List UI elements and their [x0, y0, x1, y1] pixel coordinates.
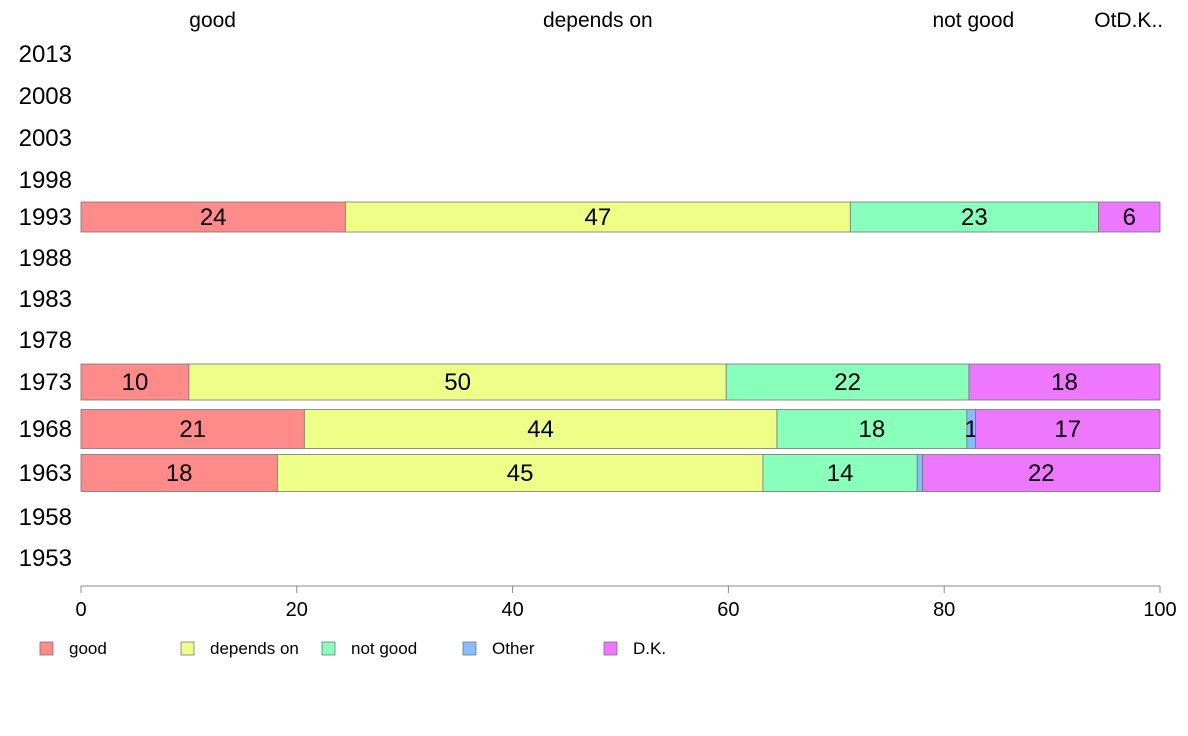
x-tick-label-0: 0 — [75, 599, 86, 621]
legend-label-3: Other — [492, 639, 535, 658]
bars: 24 47 23 6 10 50 22 18 21 44 18 1 17 18 45 14 22 — [80, 201, 1161, 492]
bar-1973-depends-on — [188, 363, 727, 401]
year-axis-labels: 2013 2008 2003 1998 1993 1988 1983 1978 1973 1968… — [19, 41, 72, 572]
x-tick-label-60: 60 — [717, 599, 739, 621]
data-label-1963-1: 45 — [507, 460, 534, 487]
legend-swatch-2 — [321, 641, 336, 656]
data-label-1993-1: 47 — [584, 204, 611, 231]
x-tick-label-80: 80 — [933, 599, 955, 621]
top-label-0: good — [189, 9, 236, 32]
legend-label-0: good — [69, 639, 107, 658]
data-label-1973-0: 10 — [122, 369, 149, 396]
bar-1968-good — [80, 409, 305, 449]
year-label-1958: 1958 — [19, 504, 72, 531]
x-tick-label-100: 100 — [1143, 599, 1176, 621]
bar-1973-d-k- — [968, 363, 1161, 401]
year-label-2008: 2008 — [19, 83, 72, 110]
legend-swatch-1 — [180, 641, 195, 656]
bar-1993-depends-on — [344, 201, 851, 233]
x-tick-label-40: 40 — [501, 599, 523, 621]
legend-swatch-0 — [39, 641, 54, 656]
data-label-1963-4: 22 — [1028, 460, 1055, 487]
data-label-1993-2: 23 — [961, 204, 988, 231]
bar-1963-depends-on — [276, 454, 764, 492]
year-label-1988: 1988 — [19, 245, 72, 272]
legend-label-1: depends on — [210, 639, 299, 658]
year-label-1983: 1983 — [19, 286, 72, 313]
year-label-1978: 1978 — [19, 327, 72, 354]
data-label-1973-1: 50 — [444, 369, 471, 396]
bar-1963-good — [80, 454, 278, 492]
data-label-1968-2: 18 — [859, 416, 886, 443]
year-label-1973: 1973 — [19, 369, 72, 396]
bar-1968-depends-on — [303, 409, 778, 449]
data-label-1968-3: 1 — [964, 416, 977, 443]
data-label-1973-2: 22 — [834, 369, 861, 396]
legend: good depends on not good Other D.K. — [39, 639, 666, 658]
top-label-3: OtD.K.. — [1094, 9, 1163, 32]
data-label-1968-1: 44 — [527, 416, 554, 443]
top-label-2: not good — [932, 9, 1014, 32]
year-label-1953: 1953 — [19, 545, 72, 572]
year-label-1998: 1998 — [19, 167, 72, 194]
top-label-1: depends on — [543, 9, 653, 32]
bar-1968-d-k- — [975, 409, 1161, 449]
bar-1993-good — [80, 201, 346, 233]
legend-swatch-4 — [603, 641, 618, 656]
legend-label-4: D.K. — [633, 639, 666, 658]
year-label-2013: 2013 — [19, 41, 72, 68]
bar-1993-d-k- — [1098, 201, 1161, 233]
year-label-1968: 1968 — [19, 416, 72, 443]
bar-1963-not-good — [762, 454, 918, 492]
data-label-1963-2: 14 — [827, 460, 854, 487]
bar-1963-d-k- — [922, 454, 1161, 492]
data-label-1993-0: 24 — [200, 204, 227, 231]
data-label-1973-4: 18 — [1051, 369, 1078, 396]
data-label-1963-0: 18 — [166, 460, 193, 487]
bar-1993-not-good — [849, 201, 1099, 233]
x-tick-label-20: 20 — [286, 599, 308, 621]
bar-1973-not-good — [725, 363, 970, 401]
data-label-1968-4: 17 — [1054, 416, 1081, 443]
data-label-1968-0: 21 — [179, 416, 206, 443]
bar-1973-good — [80, 363, 190, 401]
top-labels: good depends on not good OtD.K.. — [189, 9, 1163, 32]
data-label-1993-4: 6 — [1123, 204, 1136, 231]
legend-swatch-3 — [462, 641, 477, 656]
year-label-1993: 1993 — [19, 204, 72, 231]
legend-label-2: not good — [351, 639, 417, 658]
x-axis: 0 20 40 60 80 100 — [75, 585, 1177, 621]
year-label-2003: 2003 — [19, 125, 72, 152]
year-label-1963: 1963 — [19, 460, 72, 487]
bar-1963-other — [916, 454, 924, 492]
